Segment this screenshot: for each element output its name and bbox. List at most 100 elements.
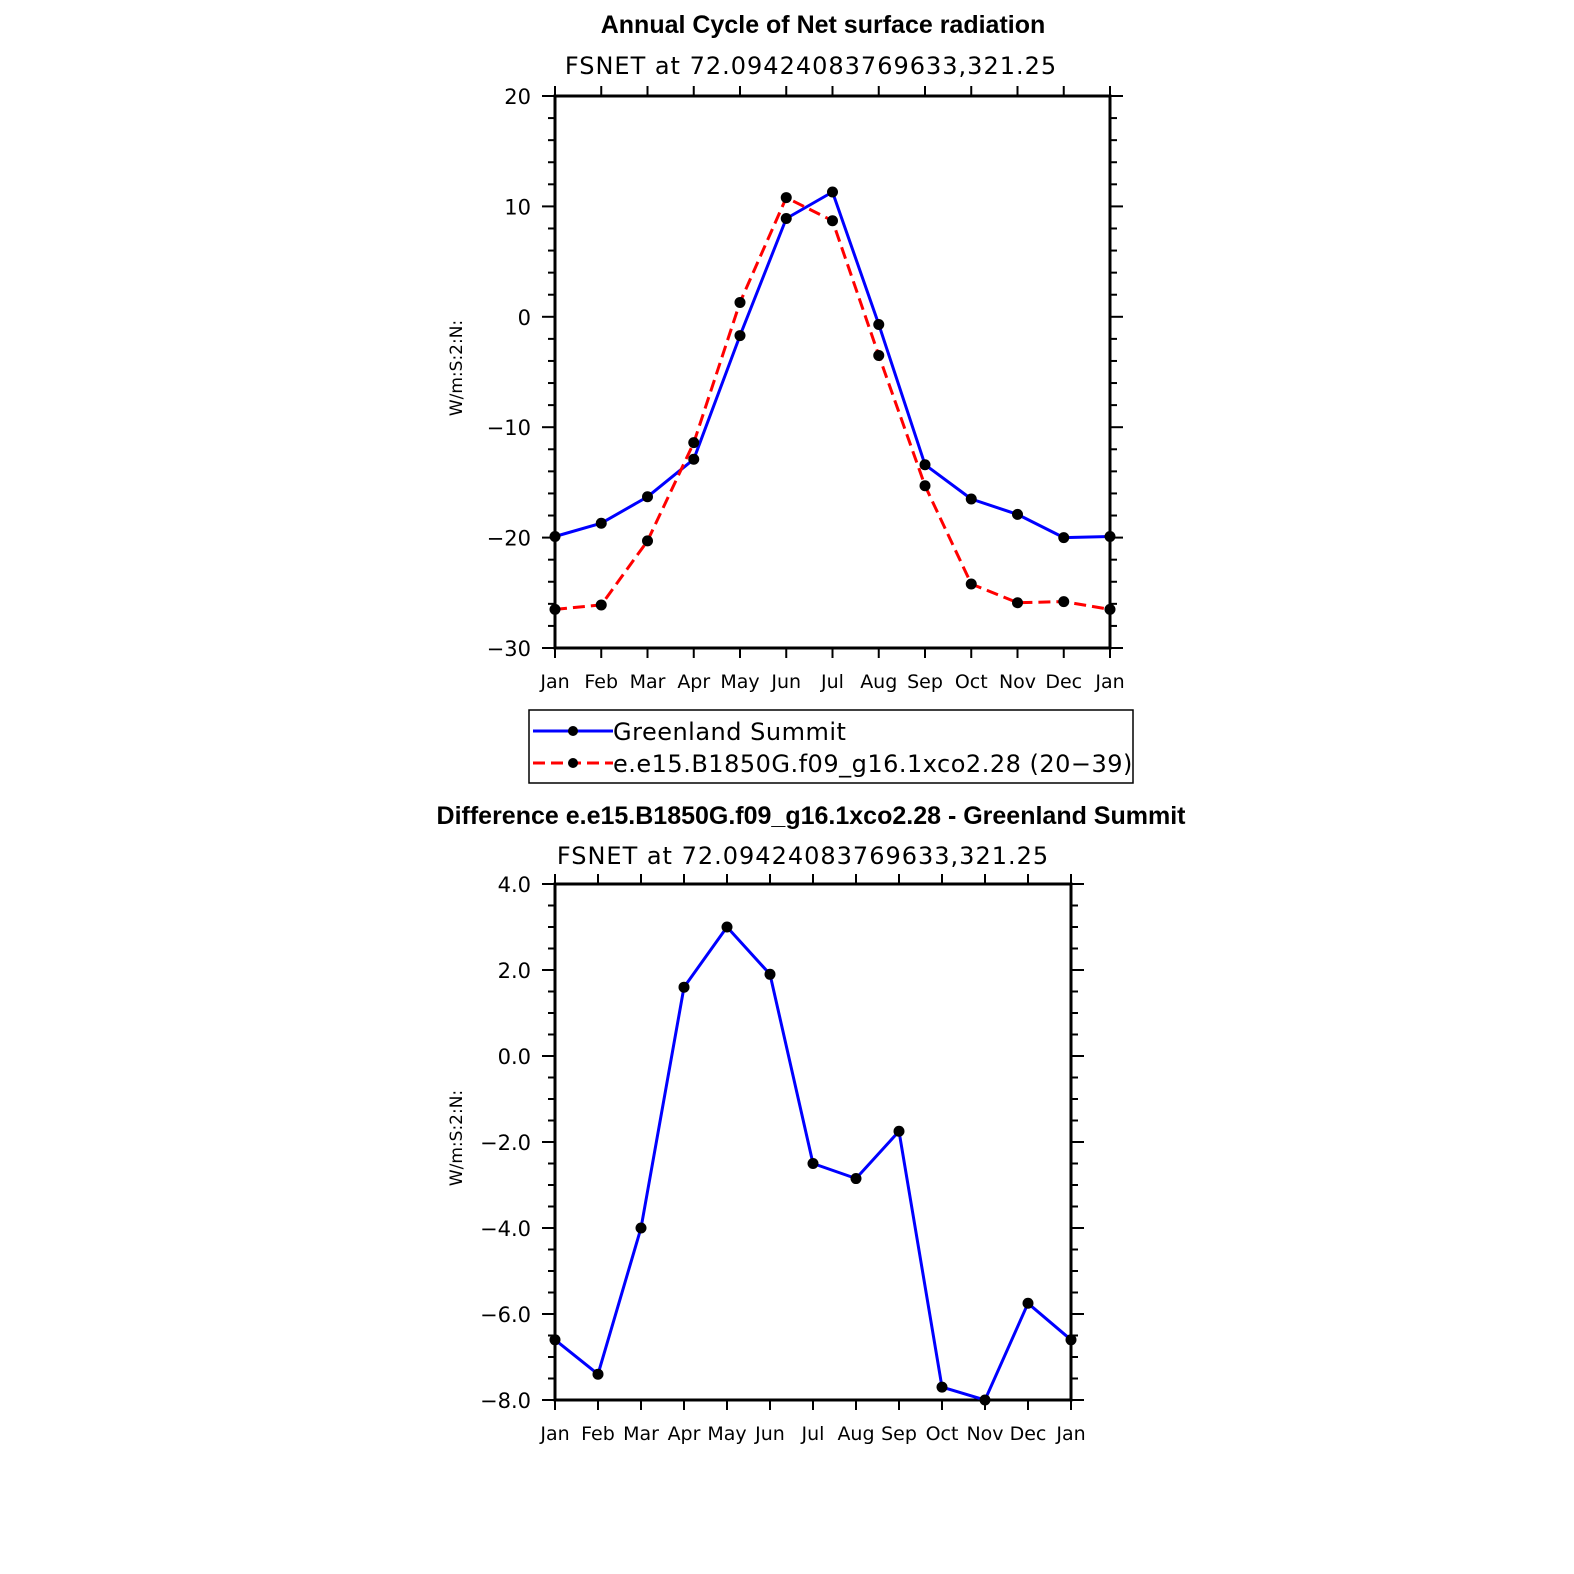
x-tick-label: May (707, 1423, 746, 1445)
data-point (919, 459, 931, 471)
data-point (893, 1125, 905, 1137)
y-tick-label: 4.0 (498, 873, 531, 897)
data-point (734, 296, 746, 308)
data-point (1058, 532, 1070, 544)
plot-frame (553, 94, 1112, 650)
chart-subtitle: FSNET at 72.09424083769633,321.25 (557, 842, 1049, 870)
data-point (1012, 597, 1023, 609)
data-point (850, 1173, 862, 1185)
data-point (592, 1368, 604, 1380)
data-point (734, 330, 746, 342)
x-tick-label: Jan (539, 1423, 569, 1445)
y-axis-label: W/m:S:2:N: (447, 1090, 467, 1186)
data-point (1022, 1297, 1034, 1309)
x-tick-label: Feb (584, 671, 618, 693)
data-point (780, 213, 792, 225)
x-tick-label: Dec (1010, 1423, 1047, 1445)
x-tick-label: Jan (1094, 671, 1124, 693)
data-point (642, 491, 653, 503)
data-point (549, 1334, 561, 1346)
data-point (678, 981, 690, 993)
legend-label-model: e.e15.B1850G.f09_g16.1xco2.28 (20−39) (613, 750, 1133, 778)
data-point (688, 453, 700, 465)
x-tick-label: Jul (820, 671, 844, 693)
data-point (688, 437, 700, 449)
y-axis-label: W/m:S:2:N: (447, 320, 467, 416)
series-points (549, 921, 1077, 1406)
difference-chart: Difference e.e15.B1850G.f09_g16.1xco2.28… (437, 802, 1187, 1445)
chart-subtitle: FSNET at 72.09424083769633,321.25 (565, 52, 1057, 80)
data-point (549, 530, 561, 542)
data-point (1104, 603, 1116, 615)
y-tick-label: −6.0 (480, 1303, 531, 1327)
data-point (1104, 530, 1116, 542)
x-tick-label: Dec (1045, 671, 1082, 693)
y-tick-label: −2.0 (480, 1131, 531, 1155)
data-point (764, 968, 776, 980)
data-point (595, 599, 607, 611)
data-point (635, 1222, 647, 1234)
axes: −30 −20 −10 0 10 20 Jan Feb Mar Apr May Jun Jul Aug Se… (487, 85, 1125, 693)
y-tick-label: −10 (487, 416, 531, 440)
series-lines (554, 190, 1111, 611)
y-tick-label: −4.0 (480, 1217, 531, 1241)
legend-marker-greenland-summit (568, 726, 578, 736)
y-tick-label: −30 (487, 637, 531, 661)
x-tick-label: Oct (955, 671, 988, 693)
data-point (549, 603, 561, 615)
data-point (1012, 508, 1023, 520)
data-point (642, 535, 653, 547)
x-tick-label: Nov (966, 1423, 1003, 1445)
y-tick-label: 0 (518, 306, 531, 330)
data-point (965, 493, 977, 505)
data-point (965, 578, 977, 590)
data-point (827, 186, 838, 198)
y-tick-label: 20 (504, 85, 531, 109)
data-point (873, 319, 885, 331)
plot-frame (553, 882, 1073, 1402)
data-point (595, 517, 607, 529)
y-tick-label: −20 (487, 527, 531, 551)
data-point (780, 192, 792, 204)
x-tick-label: May (720, 671, 759, 693)
x-tick-label: Jul (801, 1423, 825, 1445)
x-tick-label: Aug (837, 1423, 874, 1445)
legend-label-greenland-summit: Greenland Summit (613, 718, 846, 746)
x-tick-label: Jan (539, 671, 569, 693)
x-tick-label: Sep (907, 671, 943, 693)
axes: −8.0 −6.0 −4.0 −2.0 0.0 2.0 4.0 Jan Feb Mar Apr May… (480, 873, 1086, 1445)
legend-box (528, 709, 1134, 784)
y-tick-label: 2.0 (498, 959, 531, 983)
series-line-0 (554, 190, 1111, 540)
x-tick-label: Jun (754, 1423, 785, 1445)
chart-title: Difference e.e15.B1850G.f09_g16.1xco2.28… (437, 802, 1187, 830)
x-tick-label: Jan (1055, 1423, 1085, 1445)
x-tick-label: Feb (581, 1423, 615, 1445)
series-points (549, 186, 1116, 615)
data-point (827, 215, 838, 227)
x-tick-label: Aug (860, 671, 897, 693)
y-tick-label: 0.0 (498, 1045, 531, 1069)
data-point (721, 921, 733, 933)
series-line-1 (554, 196, 1111, 611)
data-point (1065, 1334, 1077, 1346)
data-point (1058, 596, 1070, 608)
x-tick-label: Mar (623, 1423, 659, 1445)
x-tick-label: Apr (668, 1423, 701, 1445)
annual-cycle-chart: Annual Cycle of Net surface radiation FS… (447, 11, 1125, 693)
legend: Greenland Summit e.e15.B1850G.f09_g16.1x… (528, 709, 1134, 784)
data-point (979, 1394, 991, 1406)
y-tick-label: 10 (504, 195, 531, 219)
legend-marker-model (568, 758, 578, 768)
data-point (919, 480, 931, 492)
chart-title: Annual Cycle of Net surface radiation (601, 11, 1046, 39)
x-tick-label: Oct (926, 1423, 959, 1445)
y-tick-label: −8.0 (480, 1389, 531, 1413)
x-tick-label: Jun (770, 671, 801, 693)
data-point (807, 1158, 819, 1169)
x-tick-label: Sep (881, 1423, 917, 1445)
x-tick-label: Apr (677, 671, 710, 693)
data-point (873, 349, 885, 361)
x-tick-label: Mar (630, 671, 666, 693)
